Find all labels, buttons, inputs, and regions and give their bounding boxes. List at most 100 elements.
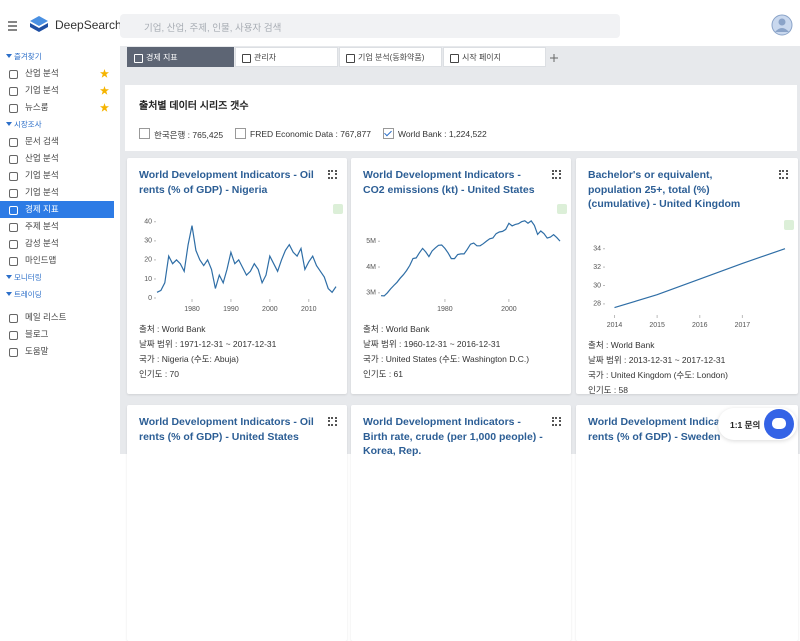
meta-line: 국가 : United States (수도: Washington D.C.) xyxy=(363,354,530,364)
x-tick-label: 2016 xyxy=(692,322,708,329)
card[interactable]: World Development Indicators - CO2 emiss… xyxy=(351,158,571,394)
nav-item[interactable]: 기업 분석 xyxy=(0,184,120,201)
card-title[interactable]: Bachelor's or equivalent, population 25+… xyxy=(588,169,741,210)
meta-line: 출처 : World Bank xyxy=(588,340,655,350)
meta-line: 출처 : World Bank xyxy=(363,324,430,334)
header-icons xyxy=(8,14,793,36)
chart: 28 30 32 34 2014 2015 2016 2017 xyxy=(593,246,786,329)
card-meta: 출처 : World Bank 날짜 범위 : 1971-12-31 ~ 2017… xyxy=(139,322,276,382)
nav-item[interactable]: 도움말 xyxy=(0,343,120,360)
y-tick-label: 10 xyxy=(144,276,152,283)
chat-label: 1:1 문의 xyxy=(730,420,761,430)
star xyxy=(100,103,109,112)
page: DeepSearch 기업, 산업, 주제, 인물, 사용자 검색 즐겨찾기 산업… xyxy=(0,0,800,454)
card[interactable]: Bachelor's or equivalent, population 25+… xyxy=(576,158,798,394)
search-box[interactable]: 기업, 산업, 주제, 인물, 사용자 검색 xyxy=(120,14,620,38)
line xyxy=(380,220,561,297)
header: DeepSearch 기업, 산업, 주제, 인물, 사용자 검색 xyxy=(0,0,800,46)
chat-icon xyxy=(764,409,794,439)
logo[interactable]: DeepSearch xyxy=(55,18,122,32)
x-tick-label: 2014 xyxy=(607,322,623,329)
chart: 0 10 20 30 40 1980 1990 2000 2010 xyxy=(144,219,337,313)
x-tick-label: 2000 xyxy=(501,306,517,313)
star xyxy=(100,86,109,95)
meta-line: 인기도 : 61 xyxy=(363,369,403,379)
nav-item[interactable]: 감성 분석 xyxy=(0,235,120,252)
y-tick-label: 4M xyxy=(366,264,376,271)
x-tick-label: 2015 xyxy=(649,322,665,329)
source-checkbox[interactable]: FRED Economic Data : 767,877 xyxy=(235,128,371,139)
tab[interactable]: 관리자 xyxy=(235,47,338,67)
card-title[interactable]: World Development Indicators - Oil rents… xyxy=(139,169,314,196)
x-tick-label: 2017 xyxy=(735,322,751,329)
qr-icon[interactable] xyxy=(328,417,337,426)
chat-button[interactable]: 1:1 문의 xyxy=(718,408,797,440)
card-title[interactable]: World Development Indicators - Birth rat… xyxy=(363,416,543,457)
y-tick-label: 3M xyxy=(366,290,376,297)
nav-item[interactable]: 산업 분석 xyxy=(0,150,120,167)
qr-icon[interactable] xyxy=(328,170,337,179)
nav-item[interactable]: 기업 분석 xyxy=(0,167,120,184)
source-checkbox[interactable]: World Bank : 1,224,522 xyxy=(383,128,487,139)
x-tick-label: 1980 xyxy=(184,306,200,313)
meta-line: 인기도 : 58 xyxy=(588,385,628,394)
badge xyxy=(784,220,794,230)
add-tab[interactable] xyxy=(544,48,564,68)
nav-item[interactable]: 산업 분석 xyxy=(0,65,120,82)
panel-title: 출처별 데이터 시리즈 갯수 xyxy=(139,101,249,112)
y-tick-label: 5M xyxy=(366,238,376,245)
card[interactable]: World Development Indicators - Birth rat… xyxy=(351,405,571,641)
card[interactable]: World Development Indicators - Oil rents… xyxy=(127,158,347,394)
tab[interactable]: 경제 지표 xyxy=(127,47,234,67)
meta-line: 출처 : World Bank xyxy=(139,324,206,334)
nav-item[interactable]: 메일 리스트 xyxy=(0,309,120,326)
y-tick-label: 32 xyxy=(593,264,601,271)
nav-item[interactable]: 문서 검색 xyxy=(0,133,120,150)
star-icon xyxy=(100,103,109,112)
section-title[interactable]: 모니터링 xyxy=(0,269,120,286)
meta-line: 날짜 범위 : 2013-12-31 ~ 2017-12-31 xyxy=(588,355,726,365)
qr-icon[interactable] xyxy=(552,170,561,179)
section-title[interactable]: 즐겨찾기 xyxy=(0,48,120,65)
x-tick-label: 2010 xyxy=(301,306,317,313)
y-tick-label: 28 xyxy=(593,301,601,308)
star-icon xyxy=(100,86,109,95)
star xyxy=(100,69,109,78)
meta-line: 날짜 범위 : 1971-12-31 ~ 2017-12-31 xyxy=(139,339,277,349)
card-title[interactable]: World Development Indicators - Oil rents… xyxy=(139,416,314,443)
card-title[interactable]: World Development Indicators - CO2 emiss… xyxy=(363,169,535,196)
nav-item[interactable]: 마인드맵 xyxy=(0,252,120,269)
tab[interactable]: 시작 페이지 xyxy=(443,47,546,67)
nav-item[interactable]: 뉴스룸 xyxy=(0,99,120,116)
y-tick-label: 30 xyxy=(144,238,152,245)
meta-line: 날짜 범위 : 1960-12-31 ~ 2016-12-31 xyxy=(363,339,501,349)
nav-item[interactable]: 블로그 xyxy=(0,326,120,343)
y-tick-label: 34 xyxy=(593,246,601,253)
section-title[interactable]: 시장조사 xyxy=(0,116,120,133)
line xyxy=(156,225,337,294)
tab[interactable]: 기업 분석(동화약품) xyxy=(339,47,442,67)
card-meta: 출처 : World Bank 날짜 범위 : 1960-12-31 ~ 2016… xyxy=(363,322,529,382)
qr-icon[interactable] xyxy=(779,170,788,179)
star-icon xyxy=(100,69,109,78)
nav-item[interactable]: 주제 분석 xyxy=(0,218,120,235)
line xyxy=(614,248,786,309)
x-tick-label: 2000 xyxy=(262,306,278,313)
source-checkbox[interactable]: 한국은행 : 765,425 xyxy=(139,128,223,141)
nav-item[interactable]: 경제 지표 xyxy=(0,201,114,218)
card[interactable]: World Development Indicators - Oil rents… xyxy=(576,405,798,641)
sidebar: 즐겨찾기 산업 분석 기업 분석 뉴스룸 시장조사 문서 검색 산업 분석 기업 분석 기업 분… xyxy=(0,46,120,454)
section-title[interactable]: 트레이딩 xyxy=(0,286,120,303)
y-tick-label: 30 xyxy=(593,282,601,289)
meta-line: 국가 : United Kingdom (수도: London) xyxy=(588,370,728,380)
qr-icon[interactable] xyxy=(552,417,561,426)
x-tick-label: 1980 xyxy=(437,306,453,313)
y-tick-label: 40 xyxy=(144,219,152,226)
card[interactable]: World Development Indicators - Oil rents… xyxy=(127,405,347,641)
y-tick-label: 0 xyxy=(148,295,152,302)
meta-line: 인기도 : 70 xyxy=(139,369,179,379)
meta-line: 국가 : Nigeria (수도: Abuja) xyxy=(139,354,239,364)
nav-item[interactable]: 기업 분석 xyxy=(0,82,120,99)
chart: 3M 4M 5M 1980 2000 xyxy=(366,220,561,313)
